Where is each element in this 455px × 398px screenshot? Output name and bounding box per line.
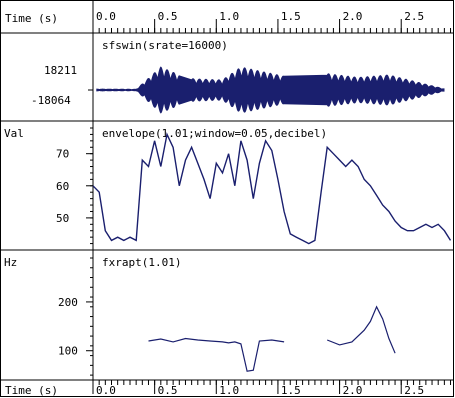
waveform-y-label-max: 18211: [44, 64, 77, 77]
pitch-unit-label: Hz: [4, 256, 17, 269]
pitch-traces: [148, 305, 396, 372]
waveform-panel[interactable]: sfswin(srate=16000) 18211 -18064: [0, 39, 454, 122]
bottom-time-label: Time (s): [5, 384, 58, 397]
top-tick-group: 0.0 0.5 1.0 1.5 2.0 2.5: [92, 10, 452, 33]
envelope-y-axis: 70 60 50: [56, 127, 93, 245]
pitch-y-axis: 200 100: [58, 257, 93, 376]
top-time-label: Time (s): [5, 12, 58, 25]
time-tick-label: 2.5: [404, 10, 424, 23]
envelope-unit-label: Val: [4, 127, 24, 140]
time-tick-label: 0.5: [158, 10, 178, 23]
pitch-title: fxrapt(1.01): [102, 256, 181, 269]
time-tick-label: 1.0: [219, 10, 239, 23]
pitch-panel[interactable]: Hz fxrapt(1.01) 200 100: [0, 256, 454, 381]
time-tick-label: 1.0: [219, 384, 239, 397]
time-tick-label: 0.5: [158, 384, 178, 397]
envelope-panel[interactable]: Val envelope(1.01;window=0.05,decibel) 7…: [0, 127, 454, 251]
bottom-tick-group: 0.0 0.5 1.0 1.5 2.0 2.5: [92, 380, 452, 397]
waveform-title: sfswin(srate=16000): [102, 39, 228, 52]
pitch-series-2: [326, 305, 396, 354]
time-tick-label: 2.5: [404, 384, 424, 397]
waveform-y-label-min: -18064: [31, 94, 71, 107]
time-tick-label: 2.0: [343, 10, 363, 23]
bottom-time-axis[interactable]: Time (s) 0.0 0.5 1.0 1.5 2.0 2.5: [5, 380, 452, 397]
pitch-series-1: [148, 337, 285, 372]
time-tick-label: 0.0: [96, 10, 116, 23]
envelope-y-tick-label: 70: [56, 148, 69, 161]
envelope-y-tick-label: 60: [56, 180, 69, 193]
time-tick-label: 1.5: [281, 384, 301, 397]
envelope-trace: [92, 132, 452, 245]
top-time-axis[interactable]: Time (s) 0.0 0.5 1.0 1.5 2.0 2.5: [0, 10, 454, 34]
pitch-y-tick-label: 100: [58, 345, 78, 358]
waveform-trace: [96, 66, 445, 114]
time-tick-label: 1.5: [281, 10, 301, 23]
time-tick-label: 0.0: [96, 384, 116, 397]
time-tick-label: 2.0: [343, 384, 363, 397]
pitch-y-tick-label: 200: [58, 296, 78, 309]
envelope-title: envelope(1.01;window=0.05,decibel): [102, 127, 327, 140]
envelope-y-tick-label: 50: [56, 212, 69, 225]
